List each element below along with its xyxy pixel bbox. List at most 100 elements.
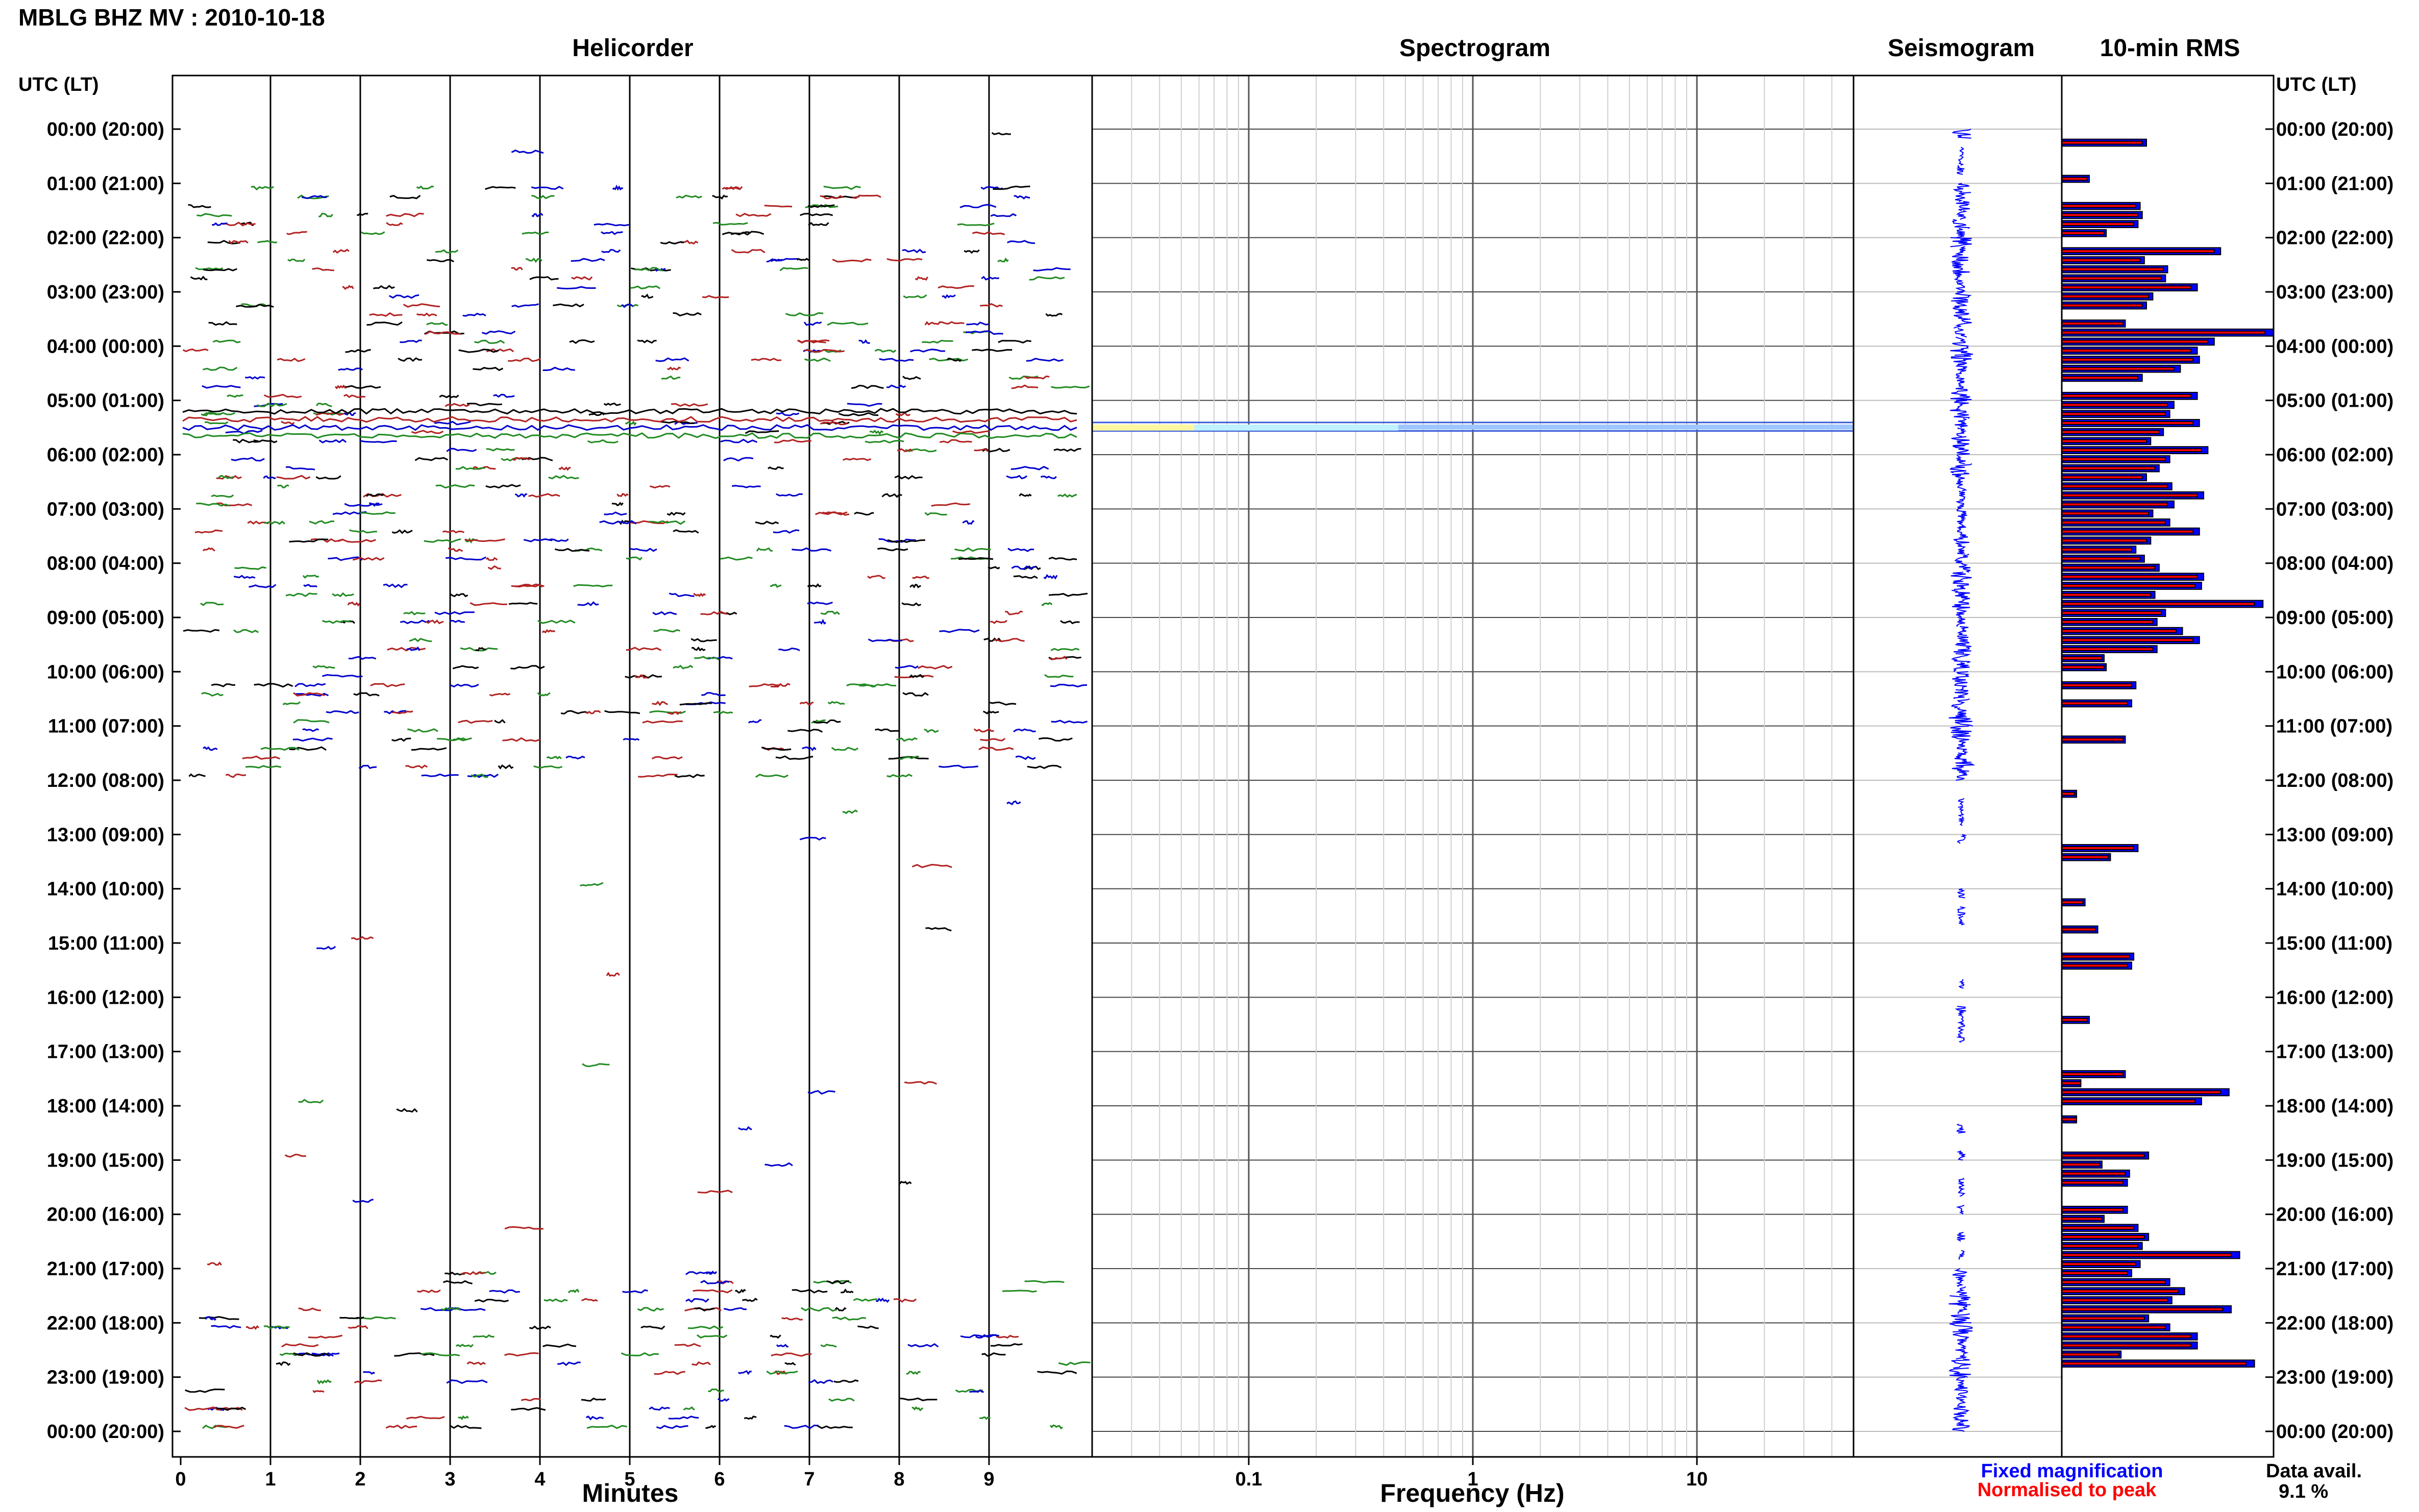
helicorder-trace-segment [724, 186, 743, 190]
seismogram-trace [1951, 436, 1970, 447]
helicorder-trace-segment [421, 1352, 460, 1356]
spectrogram-energy-low [1092, 424, 1194, 431]
seismogram-trace [1956, 481, 1967, 491]
minutes-axis-ticks: 0 1 2 3 4 5 6 7 8 9 [175, 1457, 995, 1490]
helicorder-trace-segment [1051, 385, 1090, 389]
helicorder-trace-segment [776, 412, 800, 416]
helicorder-trace-segment [723, 457, 754, 462]
helicorder-trace-segment [877, 547, 908, 552]
rms-bar-normalised [2061, 1244, 2139, 1248]
helicorder-trace-segment [245, 376, 265, 380]
helicorder-trace-segment [489, 1289, 520, 1294]
helicorder-trace-segment [449, 1425, 482, 1429]
time-label-right: 09:00 (05:00) [2276, 607, 2393, 629]
helicorder-trace-segment [1002, 1290, 1037, 1293]
helicorder-trace-segment [411, 430, 444, 434]
helicorder-trace-segment [352, 1198, 374, 1203]
helicorder-trace-segment [784, 1361, 796, 1366]
helicorder-trace-segment [1007, 240, 1035, 244]
rms-bar-normalised [2061, 900, 2084, 905]
helicorder-trace-segment [385, 1424, 417, 1429]
helicorder-trace-segment [969, 1389, 984, 1393]
helicorder-trace-segment [755, 774, 789, 778]
time-label-right: 05:00 (01:00) [2276, 390, 2393, 412]
helicorder-trace-segment [216, 502, 253, 507]
rms-bar-normalised [2061, 1072, 2124, 1076]
time-label-left: 08:00 (04:00) [47, 553, 164, 575]
helicorder-trace-segment [263, 393, 302, 399]
helicorder-trace-segment [369, 312, 403, 317]
helicorder-trace-segment [194, 529, 223, 534]
helicorder-trace-segment [276, 475, 311, 480]
helicorder-trace-segment [886, 774, 913, 778]
helicorder-trace-segment [338, 367, 363, 371]
seismogram-trace [1952, 761, 1976, 772]
helicorder-trace-segment [972, 349, 1013, 352]
helicorder-trace-segment [800, 213, 833, 216]
helicorder-trace-segment [528, 493, 560, 498]
helicorder-trace-segment [425, 619, 444, 625]
helicorder-trace-segment [567, 1288, 580, 1294]
helicorder-trace-segment [263, 475, 276, 480]
helicorder-trace-segment [679, 702, 712, 706]
helicorder-trace-segment [201, 692, 224, 697]
helicorder-trace-segment [642, 720, 683, 724]
helicorder-trace-segment [1024, 375, 1050, 380]
helicorder-trace-segment [571, 276, 593, 281]
helicorder-trace-segment [234, 566, 266, 570]
helicorder-trace-segment [357, 213, 368, 216]
helicorder-trace-segment [1014, 195, 1030, 200]
rms-bar-normalised [2061, 502, 2168, 507]
helicorder-trace-segment [820, 195, 844, 200]
helicorder-trace-segment [416, 312, 437, 317]
seismogram-trace [1957, 906, 1966, 916]
time-label-right: 13:00 (09:00) [2276, 824, 2393, 846]
helicorder-trace-segment [352, 557, 385, 561]
seismogram-trace [1954, 309, 1969, 320]
seismogram-trace [1956, 1376, 1966, 1387]
helicorder-trace-segment [394, 1352, 435, 1357]
time-label-right: 02:00 (22:00) [2276, 228, 2393, 249]
helicorder-trace-segment [284, 1153, 306, 1158]
helicorder-trace-segment [857, 1325, 879, 1329]
helicorder-trace-segment [966, 330, 1003, 335]
helicorder-trace-segment [347, 601, 360, 607]
seismogram-trace [1957, 888, 1965, 899]
helicorder-trace-segment [1049, 656, 1068, 660]
helicorder-trace-segment [667, 711, 682, 715]
seismogram-trace [1957, 1340, 1967, 1351]
helicorder-trace-segment [958, 557, 994, 560]
helicorder-trace-segment [981, 1352, 1006, 1357]
helicorder-trace-segment [437, 737, 472, 741]
seismogram-trace [1955, 363, 1967, 374]
helicorder-trace-segment [612, 184, 624, 191]
rms-bar-normalised [2061, 683, 2132, 687]
helicorder-trace-segment [697, 1189, 733, 1194]
helicorder-trace-segment [277, 357, 306, 362]
helicorder-trace-segment [843, 458, 872, 461]
helicorder-trace-segment [542, 1343, 577, 1348]
seismogram-trace [1952, 472, 1969, 483]
minute-tick-label: 3 [445, 1469, 455, 1490]
helicorder-trace-segment [318, 438, 347, 443]
helicorder-trace-segment [601, 249, 621, 253]
time-label-left: 12:00 (08:00) [47, 770, 164, 791]
helicorder-trace-segment [654, 1371, 685, 1375]
helicorder-trace-segment [450, 683, 479, 688]
rms-bar-normalised [2061, 358, 2194, 362]
helicorder-trace-segment [603, 402, 621, 406]
spectrogram-title: Spectrogram [1399, 35, 1550, 62]
helicorder-trace-segment [781, 1317, 803, 1321]
helicorder-trace-segment [512, 457, 531, 461]
helicorder-trace-segment [887, 539, 925, 543]
seismogram-trace [1956, 1150, 1966, 1161]
helicorder-trace-segment [641, 293, 654, 299]
helicorder-trace-segment [1045, 313, 1063, 317]
helicorder-trace-segment [822, 420, 850, 425]
seismogram-trace [1956, 201, 1970, 211]
helicorder-trace-segment [466, 1361, 486, 1366]
helicorder-trace-segment [211, 1325, 241, 1329]
helicorder-trace-segment [443, 1280, 473, 1284]
helicorder-trace-segment [898, 1397, 937, 1401]
helicorder-trace-segment [854, 511, 874, 516]
